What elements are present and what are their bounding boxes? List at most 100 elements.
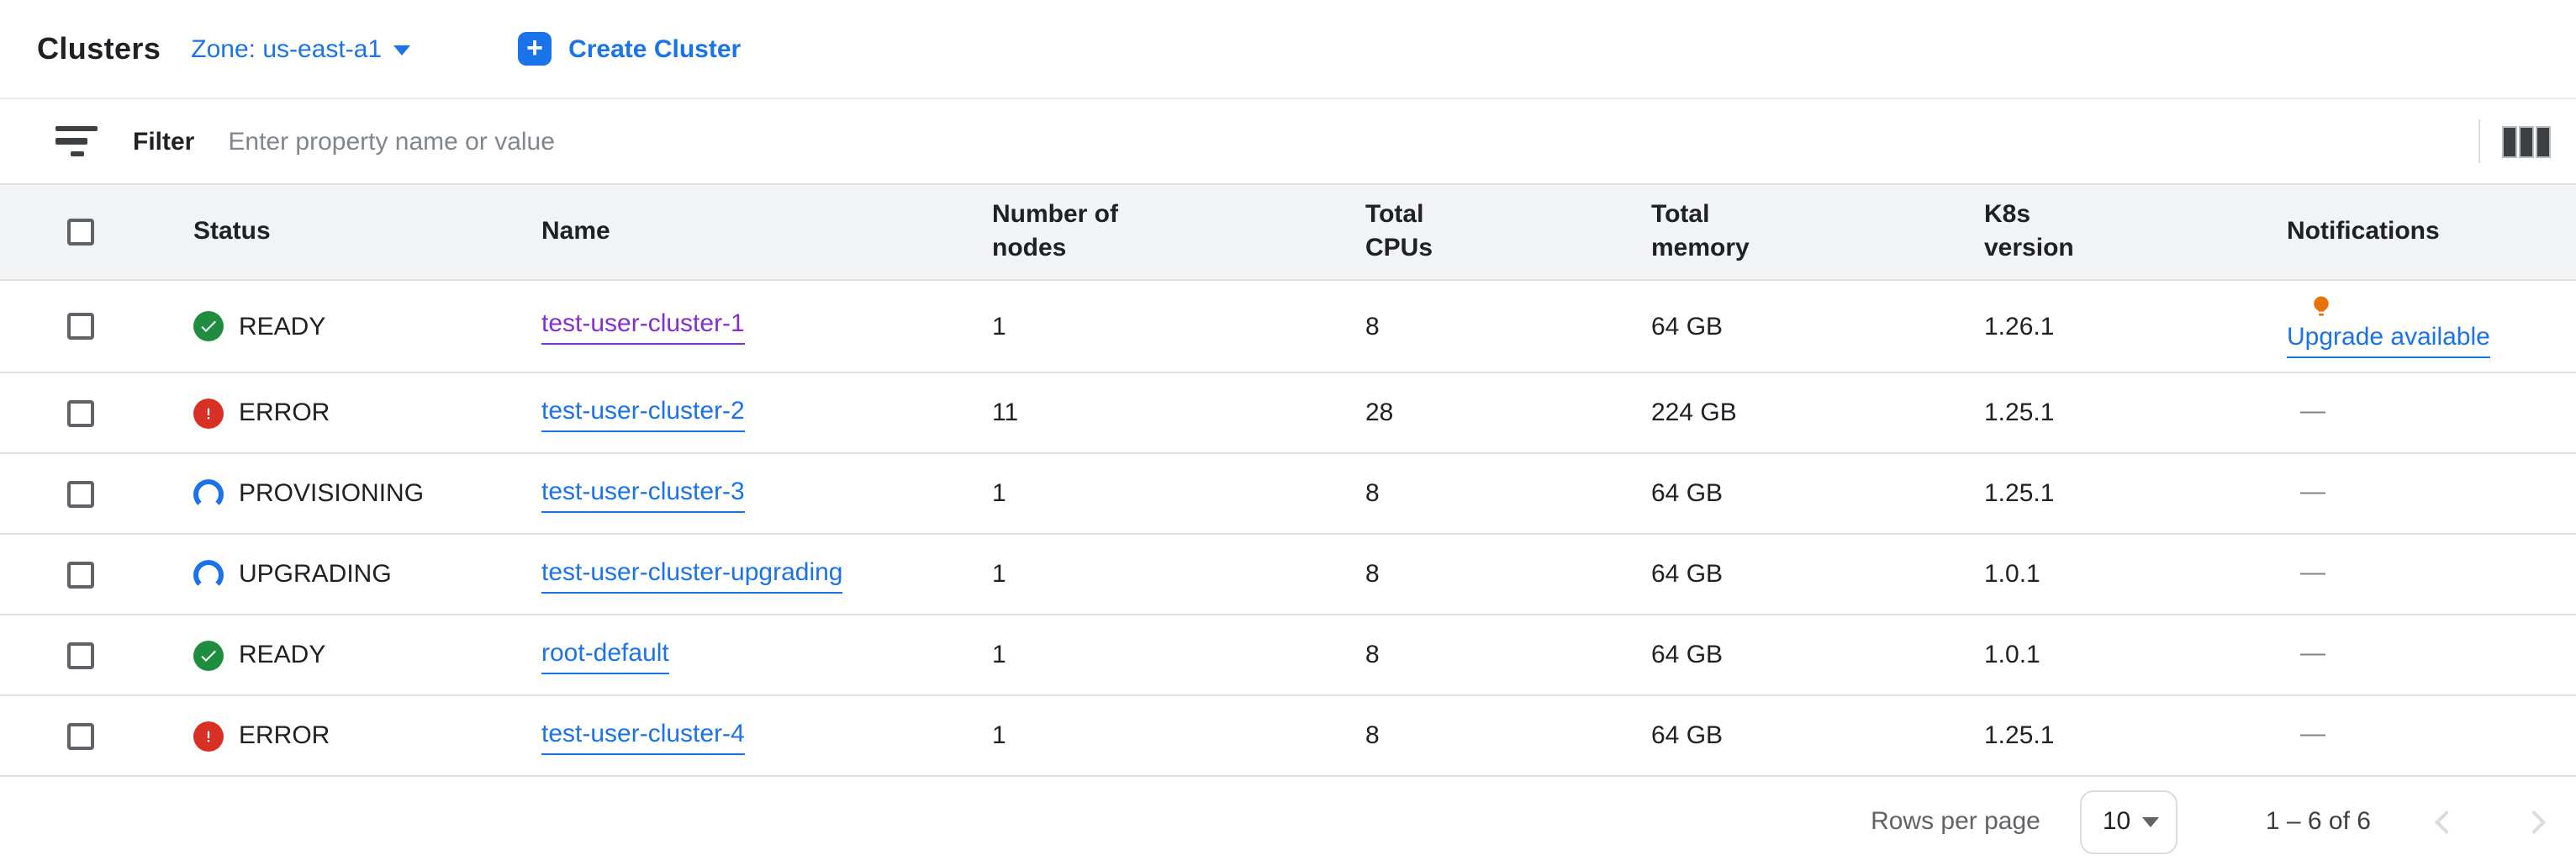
select-all-cell bbox=[0, 205, 187, 259]
caret-down-icon bbox=[393, 45, 411, 55]
name-cell: test-user-cluster-upgrading bbox=[541, 542, 992, 606]
filter-bar: Filter bbox=[0, 99, 2576, 183]
status-label: READY bbox=[239, 641, 326, 669]
plus-icon: + bbox=[518, 32, 552, 66]
cpus-value: 8 bbox=[1365, 721, 1380, 750]
status-label: ERROR bbox=[239, 399, 330, 427]
table-row: READY root-default 1 8 64 GB 1.0.1 — bbox=[0, 615, 2576, 696]
upgrade-available-link[interactable]: Upgrade available bbox=[2287, 321, 2490, 358]
row-checkbox-cell bbox=[0, 299, 187, 353]
nodes-value: 1 bbox=[992, 560, 1006, 589]
rows-per-page-label: Rows per page bbox=[1871, 807, 2040, 836]
name-cell: root-default bbox=[541, 623, 992, 687]
cluster-name-link[interactable]: test-user-cluster-4 bbox=[541, 717, 745, 754]
column-header-cpus: Total CPUs bbox=[1365, 200, 1433, 262]
row-checkbox-cell bbox=[0, 547, 187, 601]
cpus-value: 8 bbox=[1365, 312, 1380, 341]
row-checkbox-cell bbox=[0, 709, 187, 763]
memory-value: 224 GB bbox=[1651, 399, 1737, 427]
notification-cell: — bbox=[2287, 462, 2576, 525]
name-cell: test-user-cluster-1 bbox=[541, 294, 992, 358]
k8s-version-value: 1.25.1 bbox=[1984, 721, 2055, 750]
filter-input[interactable] bbox=[228, 127, 2478, 156]
nodes-value: 11 bbox=[992, 399, 1019, 427]
row-checkbox[interactable] bbox=[67, 313, 94, 340]
row-checkbox[interactable] bbox=[67, 642, 94, 668]
nodes-value: 1 bbox=[992, 721, 1006, 750]
column-display-options-icon bbox=[2504, 127, 2515, 156]
notification-cell: — bbox=[2287, 382, 2576, 444]
prev-page-button[interactable] bbox=[2434, 809, 2459, 834]
row-checkbox[interactable] bbox=[67, 480, 94, 507]
filter-bar-divider bbox=[2478, 119, 2480, 163]
create-cluster-label: Create Cluster bbox=[568, 34, 742, 63]
no-notification-dash: — bbox=[2300, 720, 2325, 748]
table-row: READY test-user-cluster-1 1 8 64 GB 1.26… bbox=[0, 281, 2576, 373]
memory-value: 64 GB bbox=[1651, 721, 1723, 750]
error-circle-icon bbox=[193, 721, 224, 751]
name-cell: test-user-cluster-2 bbox=[541, 381, 992, 445]
select-all-checkbox[interactable] bbox=[67, 219, 94, 246]
name-cell: test-user-cluster-3 bbox=[541, 462, 992, 525]
filter-label: Filter bbox=[133, 127, 195, 156]
status-label: UPGRADING bbox=[239, 560, 392, 589]
k8s-version-value: 1.26.1 bbox=[1984, 312, 2055, 341]
notification-cell: — bbox=[2287, 705, 2576, 767]
row-checkbox[interactable] bbox=[67, 399, 94, 426]
cpus-value: 28 bbox=[1365, 399, 1394, 427]
nodes-value: 1 bbox=[992, 479, 1006, 508]
status-label: PROVISIONING bbox=[239, 479, 425, 508]
cpus-value: 8 bbox=[1365, 479, 1380, 508]
status-cell: READY bbox=[187, 626, 541, 684]
status-cell: ERROR bbox=[187, 384, 541, 441]
cluster-name-link[interactable]: test-user-cluster-1 bbox=[541, 308, 745, 345]
column-display-options-button[interactable] bbox=[2504, 127, 2549, 156]
cpus-value: 8 bbox=[1365, 560, 1380, 589]
table-row: UPGRADING test-user-cluster-upgrading 1 … bbox=[0, 535, 2576, 615]
error-circle-icon bbox=[193, 398, 224, 428]
row-checkbox[interactable] bbox=[67, 561, 94, 588]
table-row: ERROR test-user-cluster-4 1 8 64 GB 1.25… bbox=[0, 696, 2576, 777]
progress-arc-icon bbox=[193, 559, 224, 589]
row-checkbox-cell bbox=[0, 386, 187, 440]
notification-cell: Upgrade available bbox=[2287, 281, 2576, 372]
row-checkbox[interactable] bbox=[67, 722, 94, 749]
k8s-version-value: 1.25.1 bbox=[1984, 479, 2055, 508]
create-cluster-button[interactable]: + Create Cluster bbox=[518, 32, 741, 66]
notification-cell: — bbox=[2287, 624, 2576, 686]
cluster-name-link[interactable]: test-user-cluster-3 bbox=[541, 475, 745, 512]
rows-per-page-select[interactable]: 10 bbox=[2080, 789, 2178, 853]
chevron-left-icon bbox=[2434, 809, 2459, 834]
column-header-memory: Total memory bbox=[1651, 200, 1750, 262]
check-circle-icon bbox=[193, 640, 224, 670]
zone-selector[interactable]: Zone: us-east-a1 bbox=[191, 34, 411, 63]
nodes-value: 1 bbox=[992, 312, 1006, 341]
filter-funnel-icon bbox=[55, 125, 98, 157]
cluster-name-link[interactable]: test-user-cluster-upgrading bbox=[541, 556, 843, 593]
column-header-nodes: Number of nodes bbox=[992, 200, 1118, 262]
name-cell: test-user-cluster-4 bbox=[541, 704, 992, 768]
no-notification-dash: — bbox=[2300, 639, 2325, 668]
pagination-bar: Rows per page 10 1 – 6 of 6 bbox=[0, 777, 2576, 866]
status-cell: READY bbox=[187, 298, 541, 355]
no-notification-dash: — bbox=[2300, 558, 2325, 587]
table-body: READY test-user-cluster-1 1 8 64 GB 1.26… bbox=[0, 281, 2576, 777]
progress-arc-icon bbox=[193, 478, 224, 509]
row-checkbox-cell bbox=[0, 628, 187, 682]
lightbulb-icon bbox=[2309, 294, 2334, 319]
column-header-k8s-version: K8s version bbox=[1984, 200, 2074, 262]
k8s-version-value: 1.25.1 bbox=[1984, 399, 2055, 427]
cpus-value: 8 bbox=[1365, 641, 1380, 669]
chevron-right-icon bbox=[2521, 809, 2547, 834]
cluster-name-link[interactable]: test-user-cluster-2 bbox=[541, 394, 745, 431]
caret-down-icon bbox=[2142, 816, 2160, 826]
memory-value: 64 GB bbox=[1651, 560, 1723, 589]
status-label: READY bbox=[239, 312, 326, 341]
table-row: PROVISIONING test-user-cluster-3 1 8 64 … bbox=[0, 454, 2576, 535]
k8s-version-value: 1.0.1 bbox=[1984, 641, 2040, 669]
memory-value: 64 GB bbox=[1651, 641, 1723, 669]
next-page-button[interactable] bbox=[2521, 809, 2547, 834]
cluster-name-link[interactable]: root-default bbox=[541, 636, 669, 673]
no-notification-dash: — bbox=[2300, 478, 2325, 506]
